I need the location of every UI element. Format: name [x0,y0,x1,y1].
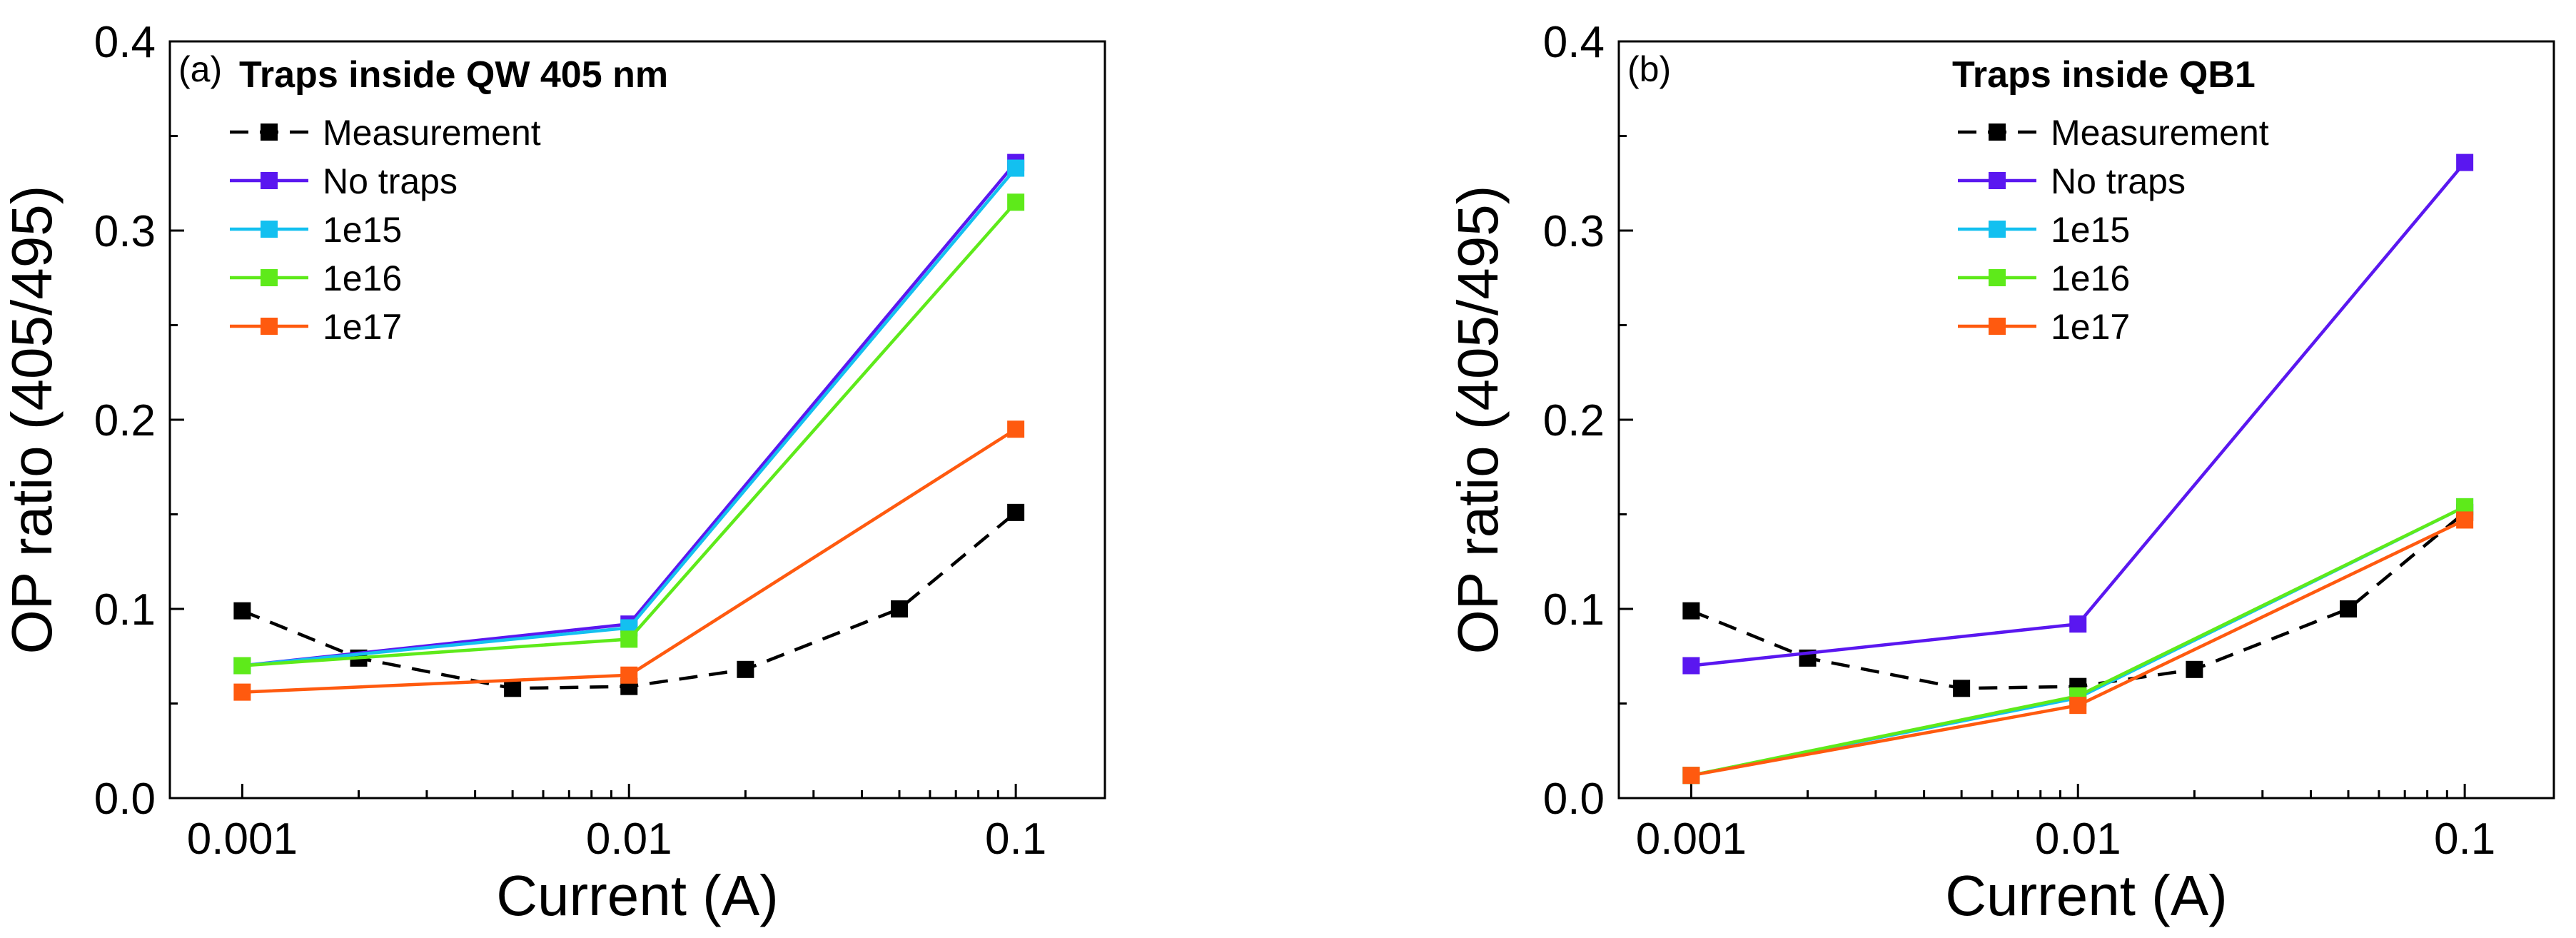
data-point [2069,615,2087,633]
legend-label: 1e15 [323,210,402,250]
legend-marker [1989,269,2006,286]
data-point [1007,420,1025,438]
data-point [891,600,909,617]
data-point [1953,680,1971,697]
legend-marker [261,269,278,286]
legend-label: 1e17 [323,307,402,347]
series-line-1e16 [1690,505,2466,777]
legend-label: No traps [323,161,458,201]
data-point [1682,602,1700,620]
legend-marker [1989,172,2006,189]
data-point [233,602,251,620]
data-point [1682,657,1700,675]
legend-marker [261,123,278,141]
y-tick-label: 0.3 [1543,207,1605,256]
y-tick-label: 0.4 [94,18,156,67]
legend-marker [1989,318,2006,335]
legend-label: 1e15 [2051,210,2130,250]
data-point [2069,697,2087,715]
data-point [620,630,638,648]
x-tick-label: 0.001 [1636,815,1747,864]
legend-label: 1e17 [2051,307,2130,347]
y-axis-title: OP ratio (405/495) [0,186,64,655]
data-point [620,666,638,684]
series-line-1e17 [1690,518,2466,777]
legend-marker [261,221,278,238]
legend-marker [261,172,278,189]
x-tick-label: 0.01 [586,815,672,864]
legend-marker [261,318,278,335]
legend-label: No traps [2051,161,2186,201]
data-point [233,657,251,675]
panel-a: 0.0 0.1 0.2 0.3 0.4 0.001 0.01 0.1 Current (A) OP… [0,18,1106,927]
y-tick-label: 0.0 [1543,775,1605,824]
panel-label: (b) [1627,49,1671,89]
data-point [1682,767,1700,785]
y-axis-title: OP ratio (405/495) [1446,186,1510,655]
series-line-1e15 [1690,505,2466,777]
legend-marker [1989,221,2006,238]
y-tick-label: 0.0 [94,775,156,824]
data-point [2456,153,2474,171]
data-point [504,680,522,697]
x-tick-label: 0.001 [187,815,298,864]
data-point [1007,159,1025,177]
panel-label: (a) [178,49,222,89]
y-tick-label: 0.2 [94,396,156,445]
legend-label: Measurement [2051,113,2269,153]
data-point [737,660,754,678]
x-axis-title: Current (A) [1945,864,2228,927]
y-tick-label: 0.2 [1543,396,1605,445]
panel-title: Traps inside QW 405 nm [239,54,668,96]
y-tick-label: 0.3 [94,207,156,256]
x-tick-label: 0.1 [985,815,1046,864]
data-point [2456,511,2474,529]
legend-label: 1e16 [323,258,402,298]
y-tick-label: 0.1 [94,585,156,635]
legend-marker [1989,123,2006,141]
panel-title: Traps inside QB1 [1952,54,2256,96]
panel-b: 0.0 0.1 0.2 0.3 0.4 0.001 0.01 0.1 Current (A) OP… [1446,18,2555,927]
data-point [2186,660,2203,678]
x-tick-label: 0.1 [2434,815,2495,864]
y-tick-label: 0.1 [1543,585,1605,635]
x-axis-title: Current (A) [496,864,779,927]
x-tick-label: 0.01 [2035,815,2121,864]
legend-label: Measurement [323,113,541,153]
y-tick-label: 0.4 [1543,18,1605,67]
data-point [233,683,251,701]
data-point [2340,600,2358,617]
legend-label: 1e16 [2051,258,2130,298]
data-point [1007,193,1025,211]
data-point [1007,503,1025,521]
